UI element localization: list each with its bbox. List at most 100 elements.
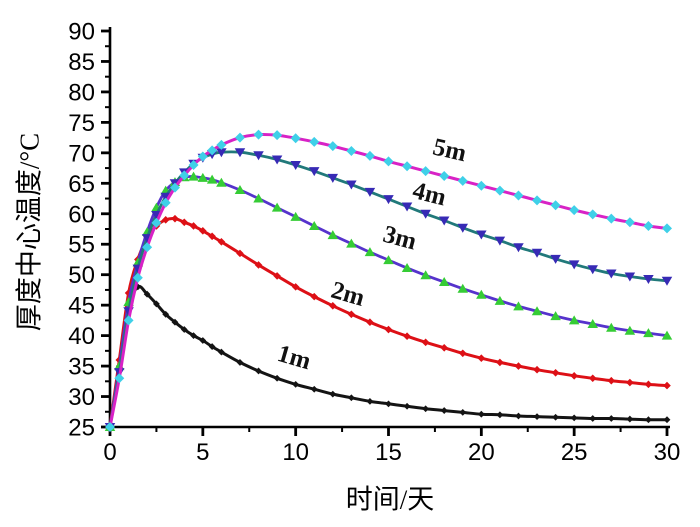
data-point-marker (197, 151, 208, 162)
data-point-marker (236, 249, 244, 258)
data-point-marker (208, 343, 216, 350)
data-point-marker (661, 276, 673, 286)
data-point-marker (606, 269, 617, 279)
data-point-marker (494, 236, 506, 246)
data-point-marker (171, 318, 179, 326)
data-point-marker (308, 167, 320, 177)
data-point-marker (161, 216, 170, 224)
data-point-marker (663, 381, 671, 390)
data-point-marker (190, 332, 197, 340)
x-axis: 0 5 10 15 20 25 30 (103, 427, 680, 466)
data-point-marker (142, 242, 153, 253)
data-point-marker (645, 416, 652, 424)
y-tick-label: 55 (68, 232, 95, 259)
series-line-3m (108, 175, 669, 429)
x-axis-title: 时间/天 (345, 484, 435, 515)
data-point-marker (329, 390, 337, 398)
data-point-marker (606, 322, 617, 332)
data-point-marker (457, 283, 469, 293)
data-point-marker (114, 373, 125, 384)
data-point-marker (551, 368, 560, 377)
data-point-marker (457, 175, 468, 186)
data-point-marker (624, 325, 636, 335)
y-tick-label: 90 (68, 19, 95, 46)
data-point-marker (199, 227, 207, 235)
data-point-marker (533, 413, 541, 421)
y-tick-label: 40 (68, 323, 95, 350)
data-point-marker (364, 150, 375, 161)
data-point-marker (189, 222, 198, 230)
data-point-marker (253, 193, 264, 203)
data-point-marker (477, 354, 486, 362)
data-point-marker (151, 217, 162, 228)
data-point-marker (624, 217, 635, 228)
data-point-marker (458, 349, 467, 358)
data-point-marker (494, 185, 505, 196)
data-point-marker (169, 182, 180, 193)
data-point-marker (401, 262, 413, 272)
data-point-marker (218, 348, 225, 356)
y-tick-label: 60 (68, 201, 95, 228)
curve-label-4m: 4m (410, 177, 449, 211)
data-point-marker (384, 325, 393, 334)
data-point-marker (588, 374, 597, 383)
data-point-marker (271, 155, 283, 165)
data-point-marker (216, 148, 227, 158)
data-point-marker (123, 315, 134, 326)
data-point-marker (550, 200, 561, 211)
data-point-marker (533, 365, 541, 374)
data-point-marker (346, 180, 357, 190)
data-point-marker (366, 398, 374, 405)
data-point-marker (439, 170, 450, 181)
data-point-marker (272, 130, 283, 141)
y-tick-label: 70 (68, 140, 95, 167)
data-point-marker (477, 410, 485, 418)
data-point-marker (643, 220, 654, 231)
data-point-marker (234, 132, 245, 143)
data-point-marker (570, 372, 578, 380)
data-point-marker (255, 367, 262, 375)
data-point-marker (188, 171, 199, 181)
data-point-marker (496, 358, 504, 367)
data-point-marker (515, 412, 522, 420)
data-point-marker (364, 187, 376, 197)
data-point-marker (216, 177, 227, 187)
data-point-marker (162, 310, 170, 318)
data-point-marker (459, 408, 467, 416)
data-point-marker (531, 248, 543, 258)
data-point-marker (124, 289, 133, 297)
data-point-marker (494, 295, 506, 305)
curve-label-1m: 1m (274, 340, 314, 375)
data-point-marker (422, 405, 430, 413)
series-5m: 5m (105, 129, 672, 432)
curve-label-3m: 3m (380, 221, 419, 256)
data-point-marker (514, 362, 523, 370)
data-point-marker (587, 265, 598, 275)
data-point-marker (309, 136, 320, 147)
data-point-marker (644, 380, 653, 389)
data-point-marker (624, 272, 636, 282)
data-point-marker (440, 407, 448, 414)
y-axis-title: 厚度中心温度/°C (14, 132, 45, 332)
data-point-marker (143, 290, 151, 298)
data-point-marker (496, 411, 504, 419)
data-point-marker (385, 400, 392, 408)
data-point-marker (188, 160, 199, 171)
data-point-marker (273, 374, 281, 382)
data-point-marker (420, 166, 431, 177)
series-3m: 3m (104, 171, 673, 431)
data-point-marker (476, 180, 487, 191)
data-point-marker (626, 415, 634, 423)
data-point-marker (290, 211, 301, 221)
data-point-marker (179, 170, 190, 181)
data-point-marker (236, 359, 244, 366)
data-point-marker (383, 156, 394, 167)
y-tick-label: 50 (68, 262, 95, 289)
data-point-marker (366, 318, 374, 327)
series-4m: 4m (104, 148, 673, 432)
data-point-marker (626, 378, 634, 387)
data-point-marker (199, 337, 207, 344)
data-point-marker (438, 277, 450, 287)
